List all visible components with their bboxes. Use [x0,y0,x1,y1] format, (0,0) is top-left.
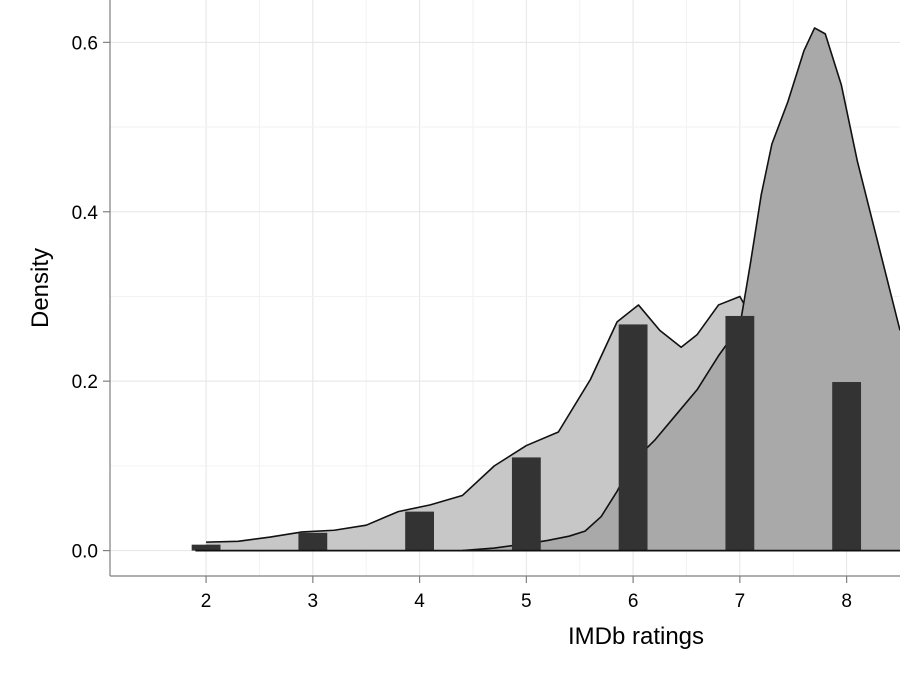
x-tick-label: 3 [308,591,319,612]
histogram-bar [618,324,648,551]
histogram-bar [191,544,221,551]
histogram-bar [298,532,328,551]
y-tick-label: 0.0 [72,542,98,563]
tick-label-layer: 2 3 4 5 6 7 8 0.0 0.2 0.4 0.6 [72,33,852,612]
density-line-2 [462,27,900,552]
x-tick-label: 5 [521,591,532,612]
histogram-bar [832,382,862,551]
y-tick-label: 0.2 [72,372,98,393]
axis-layer [109,0,900,577]
x-tick-label: 2 [201,591,212,612]
y-tick-label: 0.4 [72,203,99,224]
x-tick-label: 8 [841,591,852,612]
density-area-2 [462,27,900,551]
histogram-bar [405,511,435,551]
y-axis-title: Density [27,248,54,328]
x-tick-label: 4 [414,591,425,612]
x-axis-title: IMDb ratings [568,623,704,650]
histogram-bar [511,457,541,551]
y-tick-label: 0.6 [72,33,98,54]
histogram-bar [725,315,755,551]
x-tick-label: 6 [628,591,639,612]
histogram-bar-layer [191,315,900,552]
x-tick-label: 7 [735,591,746,612]
density-area-layer [206,27,900,552]
